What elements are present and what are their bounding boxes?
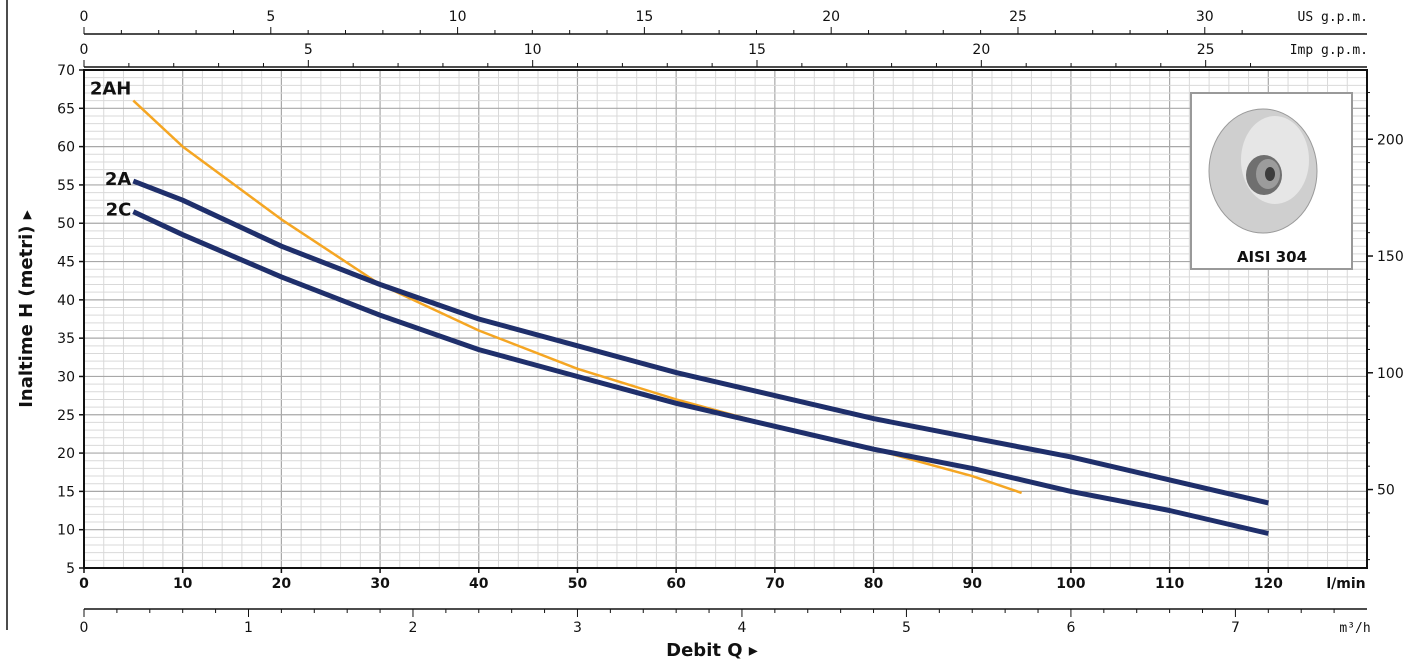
x-tick-label: 20 (272, 576, 292, 592)
imp-gpm-tick-label: 15 (748, 42, 766, 58)
m3h-tick-label: 4 (737, 620, 746, 636)
y-tick-label: 15 (57, 484, 75, 500)
x-tick-label: 60 (666, 576, 686, 592)
x-axis-title: Debit Q ▸ (666, 640, 758, 661)
imp-gpm-tick-label: 10 (524, 42, 542, 58)
imp-gpm-tick-label: 0 (80, 42, 89, 58)
x-tick-label: 70 (765, 576, 785, 592)
y-tick-label: 45 (57, 255, 75, 271)
y-tick-label: 35 (57, 331, 75, 347)
us-gpm-tick-label: 0 (80, 9, 89, 25)
curve-2a (133, 181, 1268, 503)
inset-caption: AISI 304 (1237, 248, 1307, 266)
y-tick-label: 40 (57, 293, 75, 309)
x-tick-label: 40 (469, 576, 489, 592)
x-tick-label: 10 (173, 576, 193, 592)
right-tick-label: 100 (1377, 366, 1404, 382)
x-tick-label: 80 (864, 576, 884, 592)
us-gpm-tick-label: 5 (266, 9, 275, 25)
impeller-inset: AISI 304 (1191, 93, 1352, 269)
m3h-tick-label: 6 (1066, 620, 1075, 636)
y-tick-label: 65 (57, 101, 75, 117)
y-axis-title: Inaltime H (metri) ▸ (16, 210, 37, 408)
m3h-tick-label: 0 (80, 620, 89, 636)
right-tick-label: 50 (1377, 483, 1395, 499)
x-tick-label: 90 (962, 576, 982, 592)
grid (84, 70, 1367, 568)
imp-gpm-tick-label: 25 (1197, 42, 1215, 58)
y-tick-label: 60 (57, 140, 75, 156)
us-gpm-tick-label: 15 (635, 9, 653, 25)
us-gpm-unit-label: US g.p.m. (1298, 10, 1368, 25)
y-tick-label: 25 (57, 408, 75, 424)
x-tick-label: 50 (568, 576, 588, 592)
us-gpm-tick-label: 30 (1196, 9, 1214, 25)
m3h-tick-label: 3 (573, 620, 582, 636)
y-tick-label: 70 (57, 63, 75, 79)
impeller-image (1209, 109, 1317, 233)
y-tick-label: 5 (66, 561, 75, 577)
m3h-unit-label: m³/h (1339, 621, 1370, 636)
imp-gpm-tick-label: 20 (972, 42, 990, 58)
curve-label-2c: 2C (106, 200, 132, 221)
imp-gpm-unit-label: Imp g.p.m. (1290, 43, 1368, 58)
x-tick-label: 30 (370, 576, 390, 592)
curve-2c (133, 212, 1268, 534)
x-unit-label: l/min (1326, 576, 1365, 592)
curve-label-2a: 2A (105, 169, 132, 190)
y-tick-label: 20 (57, 446, 75, 462)
imp-gpm-tick-label: 5 (304, 42, 313, 58)
y-tick-label: 10 (57, 523, 75, 539)
y-tick-label: 30 (57, 369, 75, 385)
m3h-tick-label: 7 (1231, 620, 1240, 636)
us-gpm-tick-label: 20 (822, 9, 840, 25)
right-tick-label: 200 (1377, 132, 1404, 148)
y-tick-label: 50 (57, 216, 75, 232)
curve-label-2ah: 2AH (90, 79, 132, 100)
plot-frame (84, 70, 1367, 568)
x-tick-label: 110 (1155, 576, 1184, 592)
x-tick-label: 120 (1254, 576, 1283, 592)
m3h-tick-label: 2 (409, 620, 418, 636)
m3h-tick-label: 5 (902, 620, 911, 636)
x-tick-label: 100 (1056, 576, 1085, 592)
us-gpm-tick-label: 10 (449, 9, 467, 25)
impeller-bore (1265, 167, 1275, 181)
m3h-tick-label: 1 (244, 620, 253, 636)
y-tick-label: 55 (57, 178, 75, 194)
x-tick-label: 0 (79, 576, 89, 592)
us-gpm-tick-label: 25 (1009, 9, 1027, 25)
right-tick-label: 150 (1377, 249, 1404, 265)
